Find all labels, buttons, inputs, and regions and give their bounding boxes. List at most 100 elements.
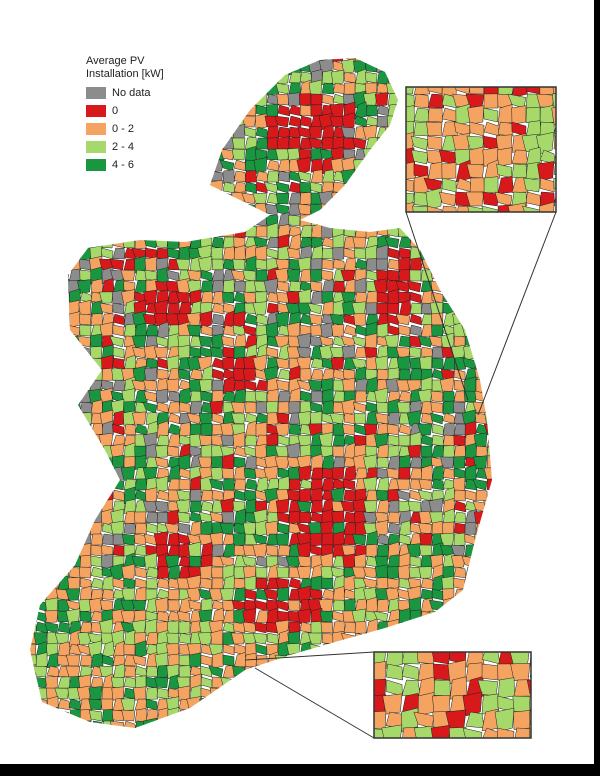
cork-inset bbox=[374, 652, 531, 738]
region bbox=[68, 170, 82, 183]
region bbox=[30, 302, 37, 315]
region bbox=[498, 410, 510, 427]
region bbox=[526, 679, 531, 695]
region bbox=[66, 324, 81, 337]
region bbox=[32, 126, 48, 139]
region bbox=[376, 368, 389, 381]
region bbox=[230, 59, 246, 74]
region bbox=[222, 236, 236, 249]
region bbox=[485, 521, 492, 536]
region bbox=[321, 532, 334, 547]
region bbox=[310, 368, 324, 381]
region bbox=[244, 652, 257, 669]
region bbox=[90, 566, 104, 579]
region bbox=[230, 632, 246, 645]
region bbox=[288, 71, 302, 84]
region bbox=[418, 510, 433, 525]
region bbox=[297, 203, 312, 216]
region bbox=[46, 93, 60, 106]
region bbox=[187, 356, 202, 371]
region bbox=[112, 641, 126, 658]
region bbox=[46, 115, 59, 128]
region bbox=[35, 390, 48, 403]
region bbox=[35, 60, 48, 73]
region bbox=[386, 566, 400, 579]
region bbox=[365, 632, 378, 645]
region bbox=[299, 709, 312, 722]
region bbox=[99, 192, 114, 205]
region bbox=[46, 455, 59, 470]
region bbox=[464, 313, 477, 326]
region bbox=[352, 732, 366, 743]
region bbox=[462, 268, 477, 283]
region bbox=[132, 346, 147, 359]
region bbox=[384, 236, 400, 249]
region bbox=[495, 567, 509, 578]
region bbox=[298, 58, 312, 62]
region bbox=[221, 467, 235, 480]
region bbox=[439, 70, 455, 85]
region bbox=[33, 399, 48, 416]
region bbox=[30, 456, 37, 469]
region bbox=[486, 618, 492, 637]
region bbox=[255, 421, 268, 438]
region bbox=[211, 258, 224, 271]
region bbox=[288, 280, 302, 293]
region bbox=[343, 257, 357, 272]
region bbox=[68, 390, 82, 403]
region bbox=[233, 674, 246, 691]
region bbox=[486, 533, 492, 546]
legend-item: 2 - 4 bbox=[86, 138, 186, 156]
region bbox=[244, 71, 258, 84]
region bbox=[409, 324, 422, 337]
region bbox=[221, 706, 235, 725]
region bbox=[30, 577, 37, 590]
region bbox=[79, 698, 93, 711]
region bbox=[113, 732, 125, 743]
region bbox=[411, 149, 429, 165]
region bbox=[68, 555, 82, 568]
region bbox=[431, 258, 444, 271]
region bbox=[463, 344, 477, 361]
region bbox=[475, 522, 489, 535]
region bbox=[35, 588, 49, 601]
region bbox=[431, 71, 445, 84]
region bbox=[46, 401, 59, 414]
region bbox=[276, 522, 290, 535]
region bbox=[321, 93, 334, 106]
region bbox=[230, 719, 246, 728]
legend-label: 0 bbox=[112, 105, 119, 117]
region bbox=[79, 555, 92, 568]
region bbox=[277, 663, 291, 680]
region bbox=[30, 114, 37, 129]
region bbox=[401, 663, 420, 681]
region bbox=[442, 467, 456, 480]
region bbox=[431, 478, 445, 491]
region bbox=[398, 434, 411, 447]
region bbox=[299, 104, 312, 117]
region bbox=[35, 137, 49, 150]
region bbox=[465, 662, 484, 682]
region bbox=[310, 357, 324, 370]
region bbox=[211, 313, 225, 326]
region bbox=[353, 312, 367, 327]
region bbox=[34, 432, 48, 449]
region bbox=[474, 544, 488, 557]
region bbox=[57, 367, 70, 382]
region bbox=[189, 70, 203, 85]
region bbox=[90, 478, 103, 491]
region bbox=[79, 456, 92, 469]
region bbox=[90, 544, 103, 557]
region bbox=[387, 577, 400, 590]
region bbox=[332, 698, 345, 711]
region bbox=[33, 103, 48, 118]
dublin-inset bbox=[406, 87, 556, 212]
region bbox=[187, 82, 202, 95]
region bbox=[155, 445, 169, 458]
region bbox=[442, 390, 455, 403]
region bbox=[354, 224, 368, 239]
region bbox=[321, 663, 335, 680]
region bbox=[132, 729, 146, 747]
region bbox=[211, 720, 224, 728]
region bbox=[88, 686, 103, 701]
